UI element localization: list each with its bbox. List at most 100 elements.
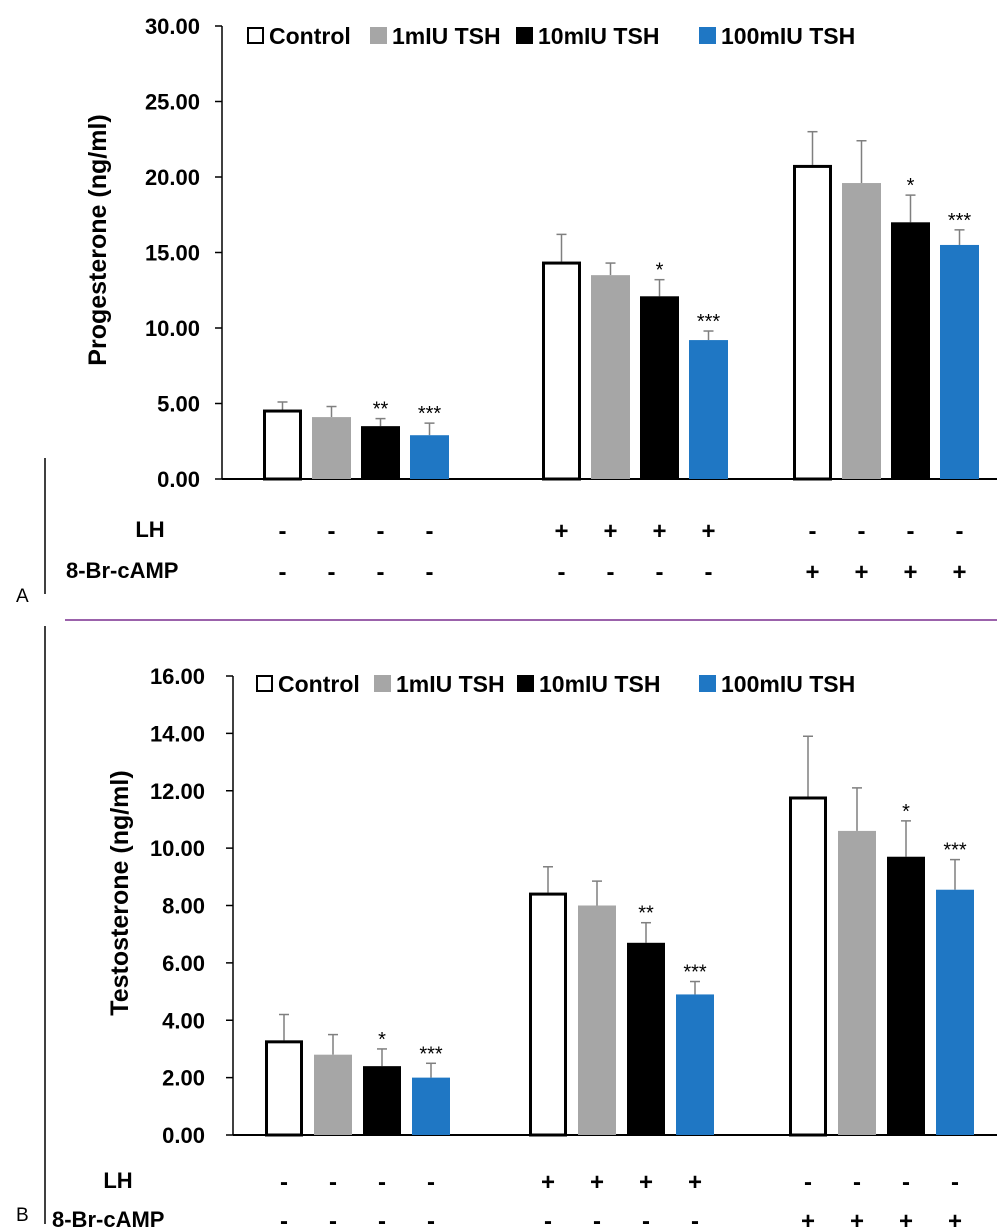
row-label-8-br-camp: 8-Br-cAMP xyxy=(52,1207,164,1227)
y-tick-label: 12.00 xyxy=(150,779,205,804)
bar xyxy=(891,222,930,480)
bar xyxy=(838,830,876,1135)
bar xyxy=(676,994,714,1135)
camp-indicator: + xyxy=(948,1208,962,1227)
y-tick-label: 10.00 xyxy=(145,316,200,341)
camp-indicator: - xyxy=(426,559,434,586)
y-tick-label: 16.00 xyxy=(150,664,205,689)
bar xyxy=(591,275,630,479)
significance-marker: *** xyxy=(418,403,442,425)
lh-indicator: + xyxy=(541,1169,555,1196)
legend-label: 10mIU TSH xyxy=(539,671,660,697)
lh-indicator: + xyxy=(652,518,666,545)
bar xyxy=(640,296,679,479)
y-axis-label: Progesterone (ng/ml) xyxy=(84,114,112,365)
lh-indicator: - xyxy=(951,1169,959,1196)
bar xyxy=(410,435,449,479)
bar xyxy=(265,1040,303,1137)
testosterone-chart: 0.00 2.00 4.00 6.00 8.00 10.00 12.00 14.00 16.00… xyxy=(52,664,997,1227)
bar xyxy=(314,1054,352,1135)
significance-marker: ** xyxy=(373,399,389,421)
significance-marker: *** xyxy=(948,210,972,232)
bar xyxy=(578,905,616,1135)
lh-indicator: - xyxy=(426,518,434,545)
lh-indicator: - xyxy=(377,518,385,545)
lh-indicator: - xyxy=(858,518,866,545)
bar xyxy=(689,340,728,479)
y-tick-label: 8.00 xyxy=(162,894,205,919)
legend-swatch xyxy=(247,27,264,44)
lh-indicator: + xyxy=(590,1169,604,1196)
bar xyxy=(312,417,351,479)
camp-indicator: - xyxy=(691,1208,699,1227)
y-tick-label: 30.00 xyxy=(145,14,200,39)
legend-swatch xyxy=(517,675,534,692)
legend-swatch xyxy=(256,675,273,692)
camp-indicator: - xyxy=(593,1208,601,1227)
camp-indicator: - xyxy=(378,1208,386,1227)
camp-indicator: - xyxy=(377,559,385,586)
camp-indicator: + xyxy=(801,1208,815,1227)
y-tick-label: 0.00 xyxy=(157,467,200,492)
lh-indicator: - xyxy=(328,518,336,545)
legend-swatch xyxy=(699,27,716,44)
camp-indicator: - xyxy=(427,1208,435,1227)
lh-indicator: - xyxy=(329,1169,337,1196)
legend-label: 1mIU TSH xyxy=(396,671,505,697)
camp-indicator: - xyxy=(280,1208,288,1227)
camp-indicator: - xyxy=(656,559,664,586)
camp-indicator: - xyxy=(329,1208,337,1227)
camp-indicator: - xyxy=(607,559,615,586)
bar xyxy=(936,889,974,1135)
bar xyxy=(789,796,827,1137)
row-label-8-br-camp: 8-Br-cAMP xyxy=(66,558,178,583)
camp-indicator: + xyxy=(854,559,868,586)
y-tick-label: 5.00 xyxy=(157,392,200,417)
significance-marker: *** xyxy=(683,962,707,984)
bar xyxy=(263,409,302,481)
significance-marker: * xyxy=(656,260,664,282)
bar xyxy=(940,244,979,479)
panel-label-b: B xyxy=(16,1205,29,1226)
lh-indicator: - xyxy=(280,1169,288,1196)
camp-indicator: + xyxy=(850,1208,864,1227)
row-label-lh: LH xyxy=(135,517,164,542)
significance-marker: *** xyxy=(697,311,721,333)
lh-indicator: - xyxy=(902,1169,910,1196)
legend-swatch xyxy=(374,675,391,692)
y-tick-label: 14.00 xyxy=(150,721,205,746)
legend-label: 1mIU TSH xyxy=(392,23,501,49)
lh-indicator: + xyxy=(554,518,568,545)
lh-indicator: - xyxy=(956,518,964,545)
bar xyxy=(887,856,925,1135)
camp-indicator: + xyxy=(903,559,917,586)
lh-indicator: - xyxy=(279,518,287,545)
legend-swatch xyxy=(699,675,716,692)
y-tick-label: 0.00 xyxy=(162,1123,205,1148)
significance-marker: *** xyxy=(943,840,967,862)
row-label-lh: LH xyxy=(103,1168,132,1193)
camp-indicator: - xyxy=(558,559,566,586)
bar xyxy=(842,183,881,480)
significance-marker: ** xyxy=(638,903,654,925)
lh-indicator: - xyxy=(378,1169,386,1196)
legend-swatch xyxy=(370,27,387,44)
legend-label: Control xyxy=(278,671,360,697)
legend-label: 100mIU TSH xyxy=(721,671,855,697)
bar xyxy=(793,164,832,481)
camp-indicator: - xyxy=(642,1208,650,1227)
y-tick-label: 25.00 xyxy=(145,90,200,115)
camp-indicator: - xyxy=(328,559,336,586)
legend-label: 100mIU TSH xyxy=(721,23,855,49)
bar xyxy=(361,426,400,479)
significance-marker: * xyxy=(907,175,915,197)
lh-indicator: + xyxy=(639,1169,653,1196)
lh-indicator: + xyxy=(701,518,715,545)
y-tick-label: 10.00 xyxy=(150,836,205,861)
bar xyxy=(412,1077,450,1135)
legend-label: 10mIU TSH xyxy=(538,23,659,49)
camp-indicator: + xyxy=(899,1208,913,1227)
camp-indicator: + xyxy=(805,559,819,586)
lh-indicator: - xyxy=(853,1169,861,1196)
